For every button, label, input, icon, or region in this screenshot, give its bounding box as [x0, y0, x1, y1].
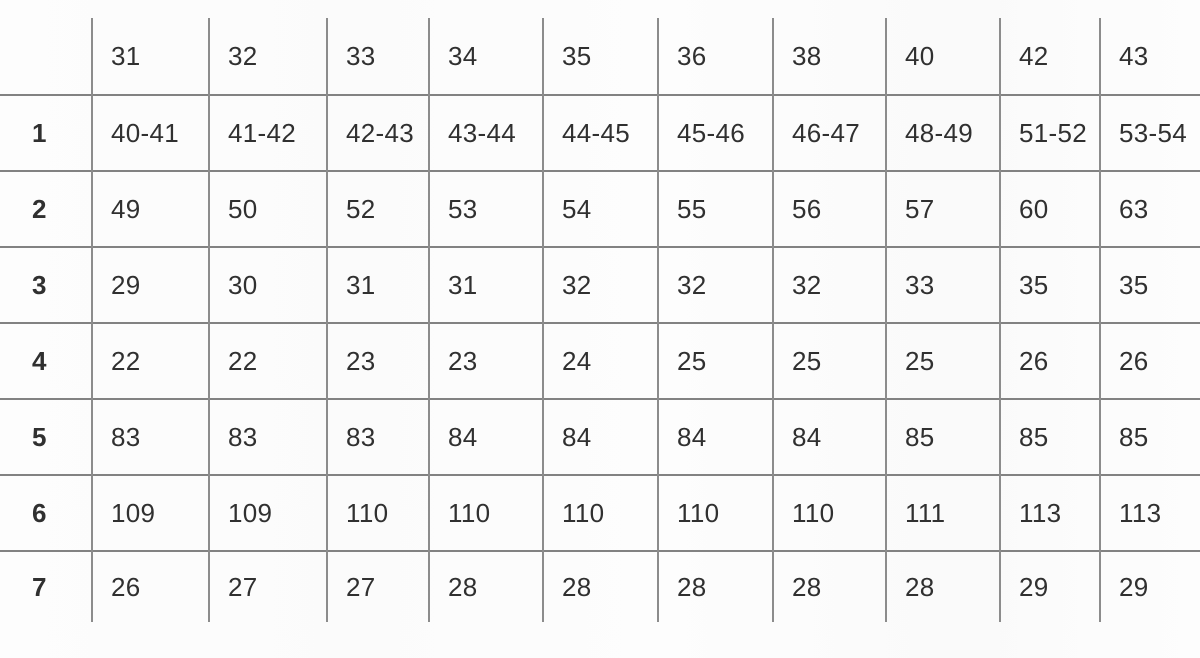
table-cell: 111: [886, 475, 1001, 551]
corner-cell: [0, 18, 93, 95]
table-cell: 53: [429, 171, 544, 247]
table-cell: 45-46: [658, 95, 774, 171]
table-cell: 25: [886, 323, 1001, 399]
table-cell: 110: [658, 475, 774, 551]
table-cell: 50: [209, 171, 328, 247]
table-cell: 30: [209, 247, 328, 323]
column-header: 42: [1000, 18, 1101, 95]
row-label: 3: [0, 247, 93, 323]
row-label: 4: [0, 323, 93, 399]
column-header: 33: [327, 18, 430, 95]
table-cell: 26: [1119, 345, 1149, 376]
table-cell: 29: [1119, 571, 1149, 602]
table-cell: 55: [658, 171, 774, 247]
table-cell: 84: [658, 399, 774, 475]
table-cell: 32: [543, 247, 659, 323]
table-cell: 26: [1000, 323, 1101, 399]
table-cell: 83: [327, 399, 430, 475]
table-cell: 46-47: [773, 95, 887, 171]
table-cell: 40-41: [92, 95, 210, 171]
table-cell: 35: [1119, 269, 1149, 300]
table-row: 3 29 30 31 31 32 32 32 33 35 35: [0, 247, 1200, 323]
table-cell: 28: [543, 551, 659, 622]
table-cell: 26: [92, 551, 210, 622]
table-row: 4 22 22 23 23 24 25 25 25 26 26: [0, 323, 1200, 399]
row-label: 1: [0, 95, 93, 171]
table-cell: 35: [1000, 247, 1101, 323]
table-cell: 25: [773, 323, 887, 399]
table-row: 5 83 83 83 84 84 84 84 85 85 85: [0, 399, 1200, 475]
table-cell: 110: [773, 475, 887, 551]
table-cell: 51-52: [1000, 95, 1101, 171]
table-cell: 28: [773, 551, 887, 622]
header-row: 31 32 33 34 35 36 38 40 42 43: [0, 18, 1200, 95]
table-cell: 113: [1119, 497, 1162, 528]
table-cell: 25: [658, 323, 774, 399]
table-row: 2 49 50 52 53 54 55 56 57 60 63: [0, 171, 1200, 247]
row-label: 2: [0, 171, 93, 247]
table-cell: 44-45: [543, 95, 659, 171]
column-header: 35: [543, 18, 659, 95]
row-label: 6: [0, 475, 93, 551]
table-cell: 63: [1119, 193, 1149, 224]
row-label: 5: [0, 399, 93, 475]
table-cell: 85: [1119, 421, 1149, 452]
table-cell: 84: [429, 399, 544, 475]
table-row: 6 109 109 110 110 110 110 110 111 113 11…: [0, 475, 1200, 551]
table-row: 1 40-41 41-42 42-43 43-44 44-45 45-46 46…: [0, 95, 1200, 171]
table-cell: 110: [327, 475, 430, 551]
table-cell: 85: [886, 399, 1001, 475]
column-header: 32: [209, 18, 328, 95]
table-cell: 110: [429, 475, 544, 551]
table-cell: 23: [327, 323, 430, 399]
table-cell: 32: [658, 247, 774, 323]
column-header: 31: [92, 18, 210, 95]
table-cell: 52: [327, 171, 430, 247]
table-row: 7 26 27 27 28 28 28 28 28 29 29: [0, 551, 1200, 622]
table-cell: 31: [327, 247, 430, 323]
table-cell: 43-44: [429, 95, 544, 171]
table-cell: 113: [1000, 475, 1101, 551]
table-cell: 33: [886, 247, 1001, 323]
size-chart-table: 31 32 33 34 35 36 38 40 42 43 1 40-41 41…: [0, 18, 1200, 622]
table-cell: 84: [773, 399, 887, 475]
table-cell: 57: [886, 171, 1001, 247]
table-cell: 29: [92, 247, 210, 323]
table-cell: 83: [209, 399, 328, 475]
table-cell: 27: [209, 551, 328, 622]
column-header: 38: [773, 18, 887, 95]
table-cell: 28: [429, 551, 544, 622]
table-cell: 53-54: [1119, 117, 1187, 148]
table-cell: 28: [658, 551, 774, 622]
column-header: 36: [658, 18, 774, 95]
table-cell: 23: [429, 323, 544, 399]
table-cell: 109: [209, 475, 328, 551]
table-cell: 27: [327, 551, 430, 622]
table-cell: 24: [543, 323, 659, 399]
table-cell: 110: [543, 475, 659, 551]
table-cell: 109: [92, 475, 210, 551]
row-label: 7: [0, 551, 93, 622]
table-cell: 49: [92, 171, 210, 247]
table-cell: 48-49: [886, 95, 1001, 171]
table-cell: 85: [1000, 399, 1101, 475]
table-cell: 22: [209, 323, 328, 399]
table-cell: 31: [429, 247, 544, 323]
column-header: 43: [1119, 40, 1149, 71]
table-cell: 42-43: [327, 95, 430, 171]
table-cell: 83: [92, 399, 210, 475]
table-cell: 32: [773, 247, 887, 323]
column-header: 34: [429, 18, 544, 95]
table-cell: 22: [92, 323, 210, 399]
table-cell: 60: [1000, 171, 1101, 247]
table-cell: 54: [543, 171, 659, 247]
column-header: 40: [886, 18, 1001, 95]
table-cell: 28: [886, 551, 1001, 622]
table-cell: 41-42: [209, 95, 328, 171]
table-cell: 84: [543, 399, 659, 475]
table-cell: 29: [1000, 551, 1101, 622]
table-cell: 56: [773, 171, 887, 247]
